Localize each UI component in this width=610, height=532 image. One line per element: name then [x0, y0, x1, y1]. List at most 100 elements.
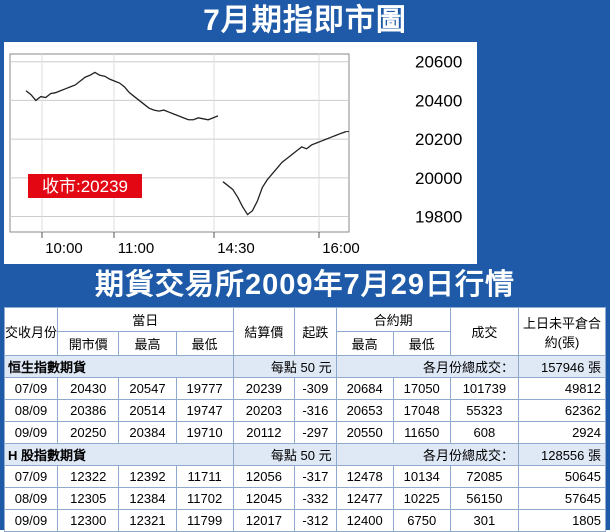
table-cell: -312: [294, 509, 337, 532]
table-cell: 20430: [56, 377, 120, 400]
table-body: 恒生指數期貨 每點 50 元各月份總成交： 157946 張 07/09 20430 20…: [4, 355, 606, 532]
table-cell: 12322: [56, 465, 120, 488]
header-day: 當日: [57, 307, 234, 332]
header-change: 起跌: [294, 307, 337, 356]
section-total-label: 各月份總成交：: [335, 443, 520, 466]
section-name: 恒生指數期貨: [4, 355, 234, 378]
table-cell: 62362: [518, 399, 606, 422]
chart-title: 7月期指即市圖: [203, 4, 407, 37]
table-cell: 12045: [232, 487, 296, 510]
header-life-high: 最高: [335, 331, 394, 356]
table-cell: 20203: [232, 399, 296, 422]
table-cell: 20112: [232, 421, 296, 444]
table-cell: 12384: [118, 487, 177, 510]
table-cell: 20550: [335, 421, 394, 444]
series-line-afternoon: [222, 130, 347, 216]
table-cell: 20653: [335, 399, 394, 422]
table-cell: -317: [294, 465, 337, 488]
table-cell: 12321: [118, 509, 177, 532]
y-tick-label: 20600: [415, 53, 462, 72]
header-settle: 結算價: [232, 307, 296, 356]
section-total-label: 各月份總成交：: [335, 355, 520, 378]
table-cell: 72085: [449, 465, 520, 488]
table-row: 07/09 12322 12392 11711 12056 -317 12478 10134 7…: [4, 465, 606, 488]
table-cell: 20384: [118, 421, 177, 444]
table-row: 08/09 12305 12384 11702 12045 -332 12477 10225 5…: [4, 487, 606, 510]
header-low: 最低: [175, 331, 234, 356]
header-oi: 上日未平倉合約(張): [518, 307, 606, 356]
table-cell: 11799: [175, 509, 234, 532]
header-high: 最高: [118, 331, 177, 356]
header-volume: 成交: [449, 307, 520, 356]
table-cell: -297: [294, 421, 337, 444]
table-cell: 10134: [392, 465, 451, 488]
header-life-low: 最低: [392, 331, 451, 356]
table-title: 期貨交易所2009年7月29日行情: [95, 269, 515, 301]
table-cell: 10225: [392, 487, 451, 510]
table-cell: -309: [294, 377, 337, 400]
table-cell: 08/09: [4, 487, 58, 510]
table-cell: 12056: [232, 465, 296, 488]
table-cell: 101739: [449, 377, 520, 400]
table-cell: 57645: [518, 487, 606, 510]
section-point-value: 每點 50 元: [232, 355, 337, 378]
table-cell: -332: [294, 487, 337, 510]
table-cell: 20684: [335, 377, 394, 400]
table-cell: 12017: [232, 509, 296, 532]
y-tick-label: 20200: [415, 130, 462, 149]
y-tick-label: 19800: [415, 208, 462, 227]
futures-table: 交收月份 當日 結算價 起跌 合約期 成交 上日未平倉合約(張) 開市價 最高 …: [4, 307, 606, 532]
table-cell: 17048: [392, 399, 451, 422]
x-tick-label: 10:00: [45, 240, 83, 257]
y-axis: 20600 20400 20200 20000 19800: [407, 42, 477, 264]
section-row: H 股指數期貨 每點 50 元各月份總成交： 128556 張: [4, 443, 606, 466]
table-cell: 12477: [335, 487, 394, 510]
table-cell: 09/09: [4, 421, 58, 444]
header-month: 交收月份: [4, 307, 58, 356]
table-cell: 20547: [118, 377, 177, 400]
x-tick-label: 11:00: [118, 240, 154, 257]
table-cell: 19747: [175, 399, 234, 422]
table-cell: 17050: [392, 377, 451, 400]
section-total: 128556 張: [518, 443, 606, 466]
section-point-value: 每點 50 元: [232, 443, 337, 466]
y-axis-bg: [407, 42, 477, 264]
table-cell: 2924: [518, 421, 606, 444]
table-cell: 09/09: [4, 509, 58, 532]
table-cell: 56150: [449, 487, 520, 510]
table-panel: 交收月份 當日 結算價 起跌 合約期 成交 上日未平倉合約(張) 開市價 最高 …: [4, 307, 606, 532]
table-cell: 6750: [392, 509, 451, 532]
table-cell: 608: [449, 421, 520, 444]
table-cell: 12392: [118, 465, 177, 488]
table-cell: 07/09: [4, 465, 58, 488]
table-cell: 11650: [392, 421, 451, 444]
table-cell: 20514: [118, 399, 177, 422]
table-cell: 12305: [56, 487, 120, 510]
table-cell: -316: [294, 399, 337, 422]
table-cell: 12300: [56, 509, 120, 532]
table-cell: 55323: [449, 399, 520, 422]
table-row: 09/09 12300 12321 11799 12017 -312 12400 6750 30…: [4, 509, 606, 532]
table-cell: 11711: [175, 465, 234, 488]
table-cell: 1805: [518, 509, 606, 532]
table-row: 07/09 20430 20547 19777 20239 -309 20684 17050 1…: [4, 377, 606, 400]
table-cell: 20250: [56, 421, 120, 444]
x-tick-label: 16:00: [322, 240, 360, 257]
y-tick-label: 20000: [415, 169, 462, 188]
y-tick-label: 20400: [415, 91, 462, 110]
section-name: H 股指數期貨: [4, 443, 234, 466]
table-cell: 07/09: [4, 377, 58, 400]
table-cell: 19710: [175, 421, 234, 444]
table-cell: 12400: [335, 509, 394, 532]
table-cell: 301: [449, 509, 520, 532]
y-axis-panel: 20600 20400 20200 20000 19800: [407, 42, 610, 264]
section-total: 157946 張: [518, 355, 606, 378]
plot-frame: [9, 53, 350, 233]
intraday-chart: 10:00 11:00 14:30 16:00 收市:20239: [9, 53, 360, 257]
x-tick-label: 14:30: [217, 240, 255, 257]
table-cell: 08/09: [4, 399, 58, 422]
chart-panel: 10:00 11:00 14:30 16:00 收市:20239: [4, 42, 407, 264]
table-cell: 11702: [175, 487, 234, 510]
header-life: 合約期: [335, 307, 451, 332]
table-cell: 12478: [335, 465, 394, 488]
